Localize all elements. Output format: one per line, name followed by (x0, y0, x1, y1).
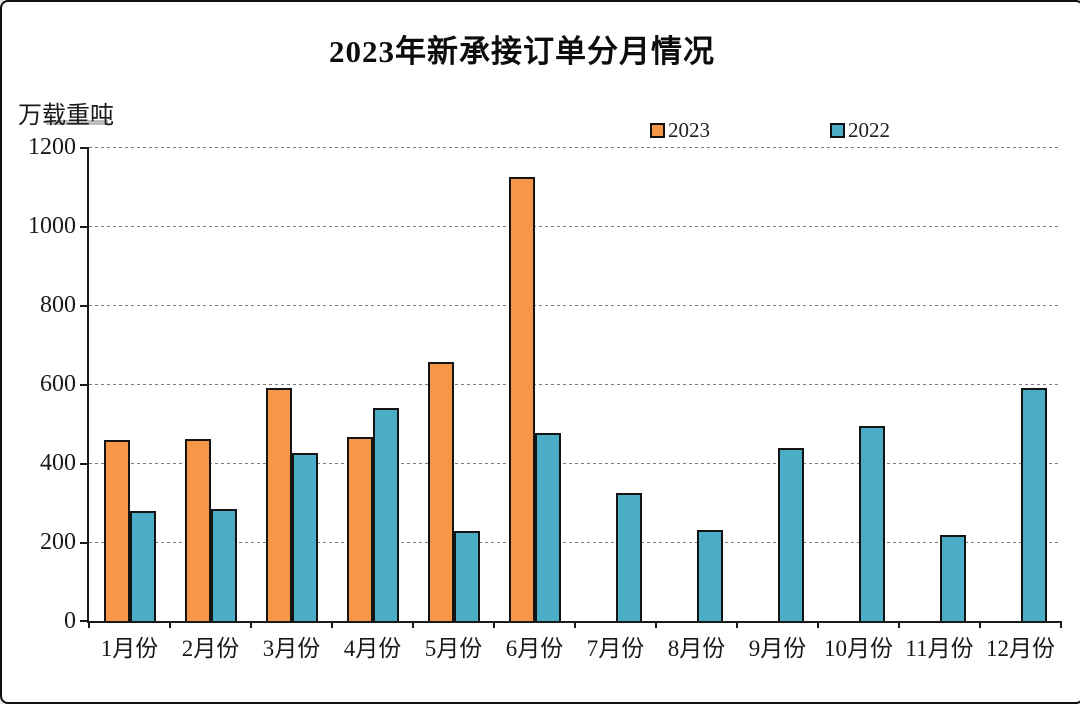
bar-2023-2月份 (184, 439, 211, 621)
y-tick-200 (80, 542, 88, 544)
x-label-8月份: 8月份 (667, 636, 726, 661)
bar-2023-4月份 (346, 437, 373, 621)
x-tick-5 (493, 621, 495, 628)
y-tick-label-1000: 1000 (28, 213, 76, 239)
x-label-4月份: 4月份 (343, 636, 402, 661)
legend-item-2023: 2023 (650, 118, 710, 142)
legend-swatch-2022-icon (830, 123, 845, 138)
x-label-9月份: 9月份 (748, 636, 807, 661)
bar-2023-1月份 (103, 440, 130, 621)
x-label-6月份: 6月份 (505, 636, 564, 661)
x-tick-1 (169, 621, 171, 628)
y-tick-1000 (80, 226, 88, 228)
gridline-200 (89, 541, 1061, 543)
bar-2023-3月份 (265, 388, 292, 621)
y-tick-label-0: 0 (64, 608, 76, 634)
legend-item-2022: 2022 (830, 118, 890, 142)
bar-2022-4月份 (372, 408, 399, 621)
bar-2022-5月份 (453, 531, 480, 621)
bar-2022-10月份 (858, 426, 885, 621)
x-tick-9 (817, 621, 819, 628)
bar-2022-6月份 (534, 433, 561, 621)
gridline-600 (89, 383, 1061, 385)
gridline-1000 (89, 225, 1061, 227)
x-label-5月份: 5月份 (424, 636, 483, 661)
bar-2022-12月份 (1020, 388, 1047, 621)
y-tick-400 (80, 463, 88, 465)
x-tick-6 (574, 621, 576, 628)
x-label-2月份: 2月份 (181, 636, 240, 661)
x-tick-8 (736, 621, 738, 628)
bar-2022-8月份 (696, 530, 723, 621)
bar-2022-9月份 (777, 448, 804, 621)
y-tick-label-200: 200 (40, 529, 76, 555)
unit-label-underline (46, 120, 108, 125)
x-label-3月份: 3月份 (262, 636, 321, 661)
gridline-400 (89, 462, 1061, 464)
gridline-1200 (89, 146, 1061, 148)
x-tick-11 (979, 621, 981, 628)
gridline-800 (89, 304, 1061, 306)
x-tick-7 (655, 621, 657, 628)
y-tick-label-400: 400 (40, 450, 76, 476)
bar-2022-1月份 (129, 511, 156, 621)
chart-legend: 2023 2022 (650, 118, 890, 142)
x-tick-3 (331, 621, 333, 628)
bar-2022-11月份 (939, 535, 966, 621)
x-tick-2 (250, 621, 252, 628)
bar-2022-2月份 (210, 509, 237, 621)
y-tick-800 (80, 305, 88, 307)
x-tick-10 (898, 621, 900, 628)
y-tick-label-800: 800 (40, 292, 76, 318)
x-tick-4 (412, 621, 414, 628)
legend-swatch-2023-icon (650, 123, 665, 138)
y-axis-unit-label: 万载重吨 (18, 103, 114, 129)
bar-2023-5月份 (427, 362, 454, 621)
chart-title: 2023年新承接订单分月情况 (329, 34, 715, 69)
y-tick-0 (80, 620, 88, 622)
y-tick-label-600: 600 (40, 371, 76, 397)
x-label-12月份: 12月份 (986, 636, 1055, 661)
x-label-7月份: 7月份 (586, 636, 645, 661)
y-tick-1200 (80, 147, 88, 149)
y-tick-600 (80, 384, 88, 386)
x-tick-12 (1060, 621, 1062, 628)
bar-2022-7月份 (615, 493, 642, 621)
x-tick-0 (88, 621, 90, 628)
x-label-11月份: 11月份 (905, 636, 974, 661)
y-tick-label-1200: 1200 (28, 134, 76, 160)
plot-area: 1月份 2月份 3月份 4月份 5月份 6月份 7月份 8月份 9月份 10月份 11月份 12月份 (80, 146, 1062, 661)
bar-2022-3月份 (291, 453, 318, 621)
x-label-1月份: 1月份 (100, 636, 159, 661)
legend-label-2023: 2023 (668, 118, 710, 142)
bar-2023-6月份 (508, 177, 535, 621)
legend-label-2022: 2022 (848, 118, 890, 142)
x-label-10月份: 10月份 (824, 636, 893, 661)
